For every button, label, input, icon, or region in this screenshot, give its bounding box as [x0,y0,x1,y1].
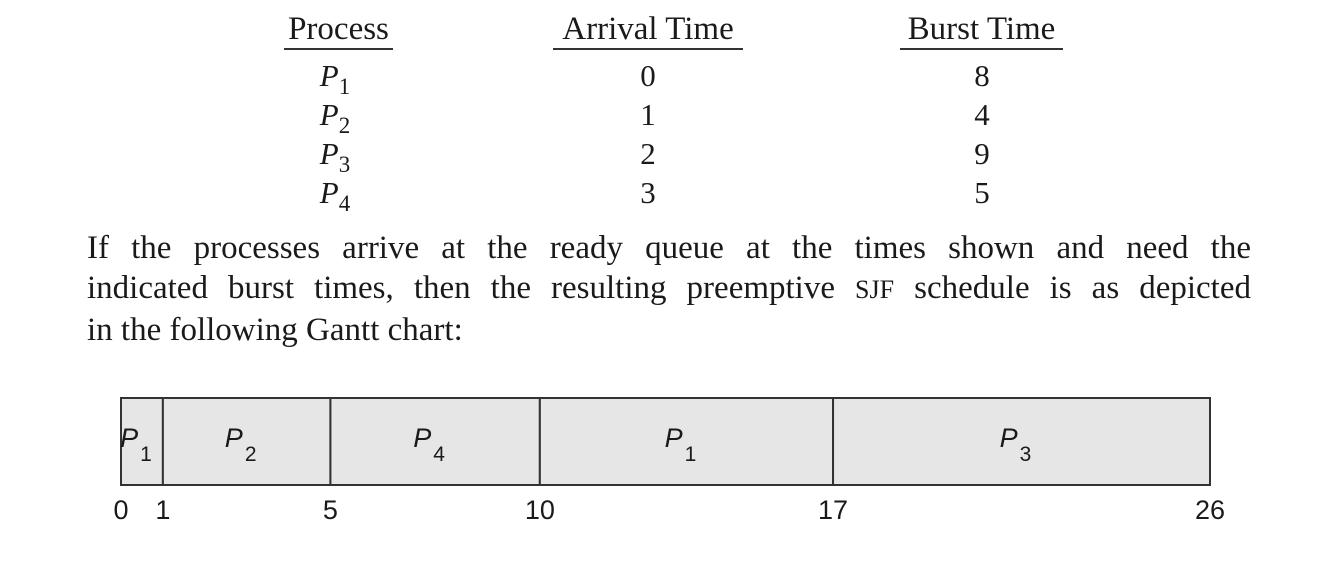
gantt-segment-label: P2 [225,423,257,466]
process-name: P4 [319,175,351,216]
gantt-tick-label: 10 [525,495,555,525]
gantt-tick-label: 17 [818,495,848,525]
header-arrival-time: Arrival Time [553,10,743,50]
gantt-segment-label: P1 [120,423,152,466]
gantt-segment [538,397,835,486]
sjf-abbreviation: SJF [855,275,895,304]
burst-time-value: 8 [974,58,990,93]
process-name: P2 [319,97,351,138]
explanation-paragraph: If the processes arrive at the ready que… [87,228,1251,350]
paragraph-line: If the processes arrive at the ready que… [87,230,1251,266]
arrival-time-column: 0 1 2 3 [618,58,678,214]
gantt-segment-label: P3 [1000,423,1032,466]
process-name: P1 [319,58,351,99]
process-name: P3 [319,136,351,177]
gantt-tick-label: 5 [323,495,338,525]
gantt-tick-label: 1 [155,495,170,525]
burst-time-value: 5 [974,175,990,210]
gantt-segment [161,397,332,486]
paragraph-line: indicated burst times, then the resultin… [87,270,1251,306]
gantt-segment-label: P1 [665,423,697,466]
gantt-tick-label: 0 [113,495,128,525]
burst-time-value: 4 [974,97,990,132]
header-process: Process [284,10,393,50]
gantt-segment [329,397,541,486]
gantt-tick-label: 26 [1195,495,1225,525]
gantt-segment [832,397,1211,486]
arrival-time-value: 3 [640,175,656,210]
process-column: P1 P2 P3 P4 [300,58,370,216]
arrival-time-value: 1 [640,97,656,132]
paragraph-line: in the following Gantt chart: [87,312,463,348]
gantt-segment-label: P4 [413,423,445,466]
arrival-time-value: 2 [640,136,656,171]
arrival-time-value: 0 [640,58,656,93]
header-burst-time: Burst Time [900,10,1063,50]
gantt-segment [120,397,164,486]
burst-time-value: 9 [974,136,990,171]
burst-time-column: 8 4 9 5 [952,58,1012,214]
